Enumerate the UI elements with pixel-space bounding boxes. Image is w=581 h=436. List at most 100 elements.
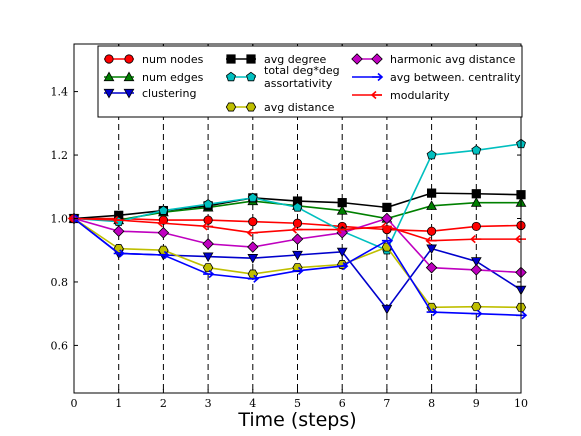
legend-entry: modularity [352,89,450,102]
data-point [337,261,349,271]
data-point [202,263,214,273]
data-point [246,228,258,237]
x-tick-label: 3 [205,397,212,410]
x-tick-label: 7 [383,397,390,410]
data-point [202,238,214,250]
y-tick-label: 1.0 [51,213,69,226]
data-point [202,252,214,263]
data-point [292,218,303,228]
x-tick-label: 5 [294,397,301,410]
legend-label: avg distance [264,101,335,114]
data-point [112,215,124,225]
data-point [471,221,481,232]
series-modularity [67,214,526,245]
data-point [201,222,214,231]
data-point [426,307,438,317]
data-point [426,149,437,160]
legend-marker [371,53,383,65]
data-point [112,225,125,237]
data-point [426,200,437,210]
data-point [426,226,437,236]
data-point [158,250,170,260]
data-point [381,212,393,225]
legend-marker [246,54,256,64]
legend-marker [123,71,135,82]
series-avg-between-centrality [69,214,528,320]
legend-entry: harmonic avg distance [351,53,516,66]
legend-marker [351,53,363,65]
data-point [247,241,259,253]
x-tick-label: 1 [115,397,122,410]
x-tick-label: 2 [160,397,167,410]
legend-entry: avg degree [226,53,327,66]
y-tick-label: 0.6 [51,339,69,352]
data-point [291,233,304,245]
legend-label: avg between. centrality [390,71,521,84]
legend-entry: clustering [103,87,196,100]
legend-label: clustering [142,87,196,100]
legend-entry: avg distance [225,101,335,114]
legend-marker [246,71,256,82]
data-point [471,302,482,312]
y-tick-label: 1.4 [51,86,69,99]
data-point [470,264,483,276]
y-tick-label: 0.8 [51,276,69,289]
legend-label: num edges [142,71,204,84]
legend-marker [370,90,382,100]
legend-label: avg degree [264,53,327,66]
data-point [426,244,437,255]
y-tick-label: 1.2 [51,149,69,162]
data-point [471,189,481,199]
data-point [471,309,483,318]
data-point [471,145,482,155]
legend-entry: avg between. centrality [352,71,521,84]
legend-marker [226,71,236,82]
legend-label: num nodes [142,53,204,66]
legend-label: modularity [390,89,450,102]
legend-entry: total deg*deg assortativity [226,64,340,90]
legend-marker [124,54,134,64]
data-point [247,274,260,283]
legend-box [97,45,523,118]
data-point [336,205,348,215]
data-point [247,254,259,264]
data-point [157,219,169,228]
data-point [382,202,392,212]
data-point [292,266,304,275]
legend-marker [123,88,135,99]
data-point [336,247,348,258]
data-point [292,250,303,261]
x-tick-label: 6 [339,397,346,410]
legend: num nodes num edges clustering avg degreeto… [97,45,523,118]
x-tick-label: 8 [428,397,435,410]
data-point [381,236,394,245]
legend-entry: num nodes [104,53,204,66]
data-point [470,257,482,267]
data-point [335,225,348,234]
legend-marker [226,54,236,64]
data-point [380,222,392,231]
x-tick-label: 10 [514,397,528,410]
x-tick-label: 9 [473,397,480,410]
data-point [292,263,303,273]
data-point [203,215,213,225]
data-point [381,304,393,315]
data-point [337,198,347,208]
data-point [470,197,482,207]
legend-marker [103,71,115,82]
data-point [157,227,170,239]
data-point [247,192,258,203]
legend-marker [103,88,115,99]
data-point [426,188,437,198]
data-point [203,269,215,279]
data-point [425,261,438,274]
legend-marker [372,72,384,82]
data-point [292,202,303,212]
legend-marker [245,102,257,112]
data-point [248,217,258,227]
legend-label: harmonic avg distance [390,53,516,66]
data-point [470,235,482,244]
legend-marker [225,102,237,112]
x-tick-label: 0 [71,397,78,410]
